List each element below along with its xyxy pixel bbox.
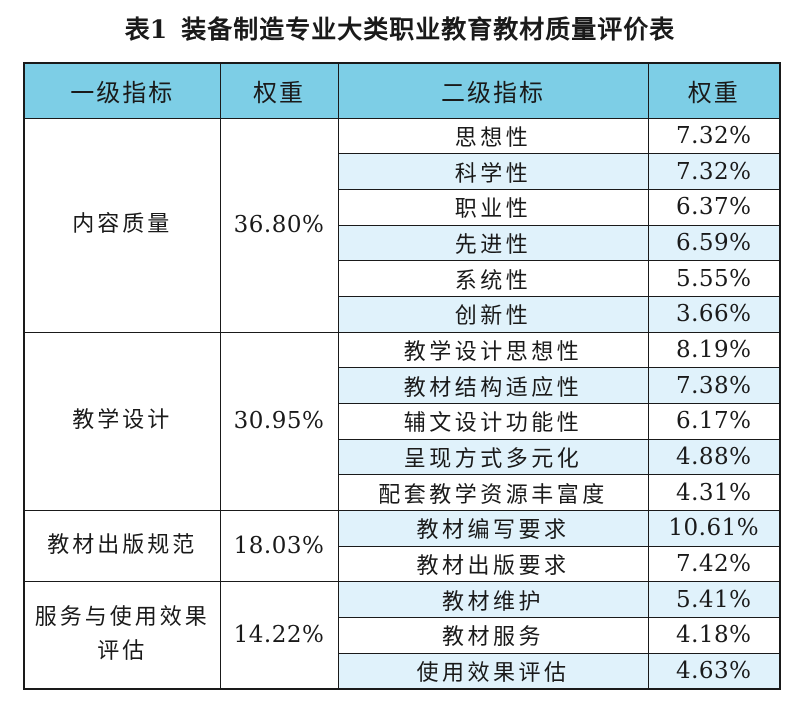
table-row: 教材结构适应性 7.38%	[24, 367, 781, 404]
secondary-weight-cell: 3.66%	[647, 295, 781, 333]
secondary-indicator-cell: 科学性	[337, 153, 649, 190]
header-secondary-weight: 权重	[647, 62, 781, 119]
primary-weight-cell: 30.95%	[219, 331, 339, 512]
table-row: 服务与使用效果 评估 14.22% 教材维护 5.41%	[23, 581, 781, 690]
secondary-weight-cell: 4.31%	[647, 474, 781, 512]
secondary-indicator-cell: 思想性	[337, 117, 649, 155]
secondary-weight-cell: 7.38%	[647, 367, 781, 404]
secondary-indicator-cell: 教材维护	[337, 581, 649, 619]
secondary-weight-cell: 10.61%	[647, 510, 781, 547]
secondary-indicator-cell: 教材编写要求	[337, 510, 649, 547]
secondary-weight-cell: 7.32%	[647, 153, 781, 190]
secondary-indicator-cell: 系统性	[337, 260, 649, 297]
table-row: 使用效果评估 4.63%	[24, 652, 781, 690]
primary-indicator-cell: 内容质量	[23, 117, 221, 333]
secondary-weight-cell: 6.17%	[647, 403, 781, 440]
primary-indicator-name-line-2: 评估	[97, 639, 148, 665]
secondary-indicator-cell: 辅文设计功能性	[337, 403, 649, 440]
secondary-indicator-cell: 呈现方式多元化	[337, 438, 649, 476]
secondary-weight-cell: 7.32%	[647, 117, 781, 155]
secondary-weight-cell: 8.19%	[647, 331, 781, 369]
secondary-indicator-cell: 先进性	[337, 224, 649, 262]
table-title: 装备制造专业大类职业教育教材质量评价表	[181, 15, 676, 44]
table-row: 先进性 6.59%	[24, 224, 781, 262]
table-row: 教学设计 30.95% 教学设计思想性 8.19%	[23, 331, 781, 512]
table-row: 内容质量 36.80% 思想性 7.32%	[23, 117, 781, 333]
header-secondary-indicator: 二级指标	[337, 62, 649, 119]
table-row: 教材出版要求 7.42%	[24, 545, 781, 583]
primary-indicator-cell: 服务与使用效果 评估	[23, 581, 221, 690]
table-row: 教材出版规范 18.03% 教材编写要求 10.61%	[23, 510, 781, 583]
secondary-indicator-cell: 教材服务	[337, 617, 649, 654]
table-row: 系统性 5.55%	[24, 260, 781, 297]
secondary-weight-cell: 5.55%	[647, 260, 781, 297]
primary-indicator-name: 内容质量	[72, 212, 173, 238]
primary-indicator-name-line-1: 服务与使用效果	[34, 605, 210, 631]
secondary-weight-cell: 5.41%	[647, 581, 781, 619]
table-row: 科学性 7.32%	[24, 153, 781, 190]
primary-indicator-name: 教学设计	[72, 408, 173, 434]
secondary-weight-cell: 4.88%	[647, 438, 781, 476]
secondary-indicator-cell: 教学设计思想性	[337, 331, 649, 369]
secondary-indicator-cell: 职业性	[337, 188, 649, 226]
secondary-weight-cell: 4.63%	[647, 652, 781, 690]
primary-weight-cell: 14.22%	[219, 581, 339, 690]
primary-indicator-name: 教材出版规范	[47, 533, 198, 559]
header-primary-weight: 权重	[219, 62, 339, 119]
table-caption: 表1 装备制造专业大类职业教育教材质量评价表	[0, 11, 800, 49]
table-number: 表1	[124, 15, 168, 44]
secondary-indicator-cell: 使用效果评估	[337, 652, 649, 690]
table-header-row: 一级指标 权重 二级指标 权重	[23, 62, 781, 119]
primary-weight-cell: 36.80%	[219, 117, 339, 333]
primary-indicator-cell: 教学设计	[23, 331, 221, 512]
secondary-weight-cell: 6.59%	[647, 224, 781, 262]
secondary-weight-cell: 7.42%	[647, 545, 781, 583]
secondary-weight-cell: 4.18%	[647, 617, 781, 654]
secondary-indicator-cell: 配套教学资源丰富度	[337, 474, 649, 512]
secondary-indicator-cell: 教材出版要求	[337, 545, 649, 583]
primary-weight-cell: 18.03%	[219, 510, 339, 583]
evaluation-table: 一级指标 权重 二级指标 权重 内容质量 36.80% 思想性 7.32% 科学…	[23, 62, 781, 690]
primary-indicator-cell: 教材出版规范	[23, 510, 221, 583]
secondary-indicator-cell: 创新性	[337, 295, 649, 333]
header-primary-indicator: 一级指标	[23, 62, 221, 119]
table-row: 配套教学资源丰富度 4.31%	[24, 474, 781, 512]
secondary-indicator-cell: 教材结构适应性	[337, 367, 649, 404]
secondary-weight-cell: 6.37%	[647, 188, 781, 226]
table-row: 辅文设计功能性 6.17%	[24, 403, 781, 440]
